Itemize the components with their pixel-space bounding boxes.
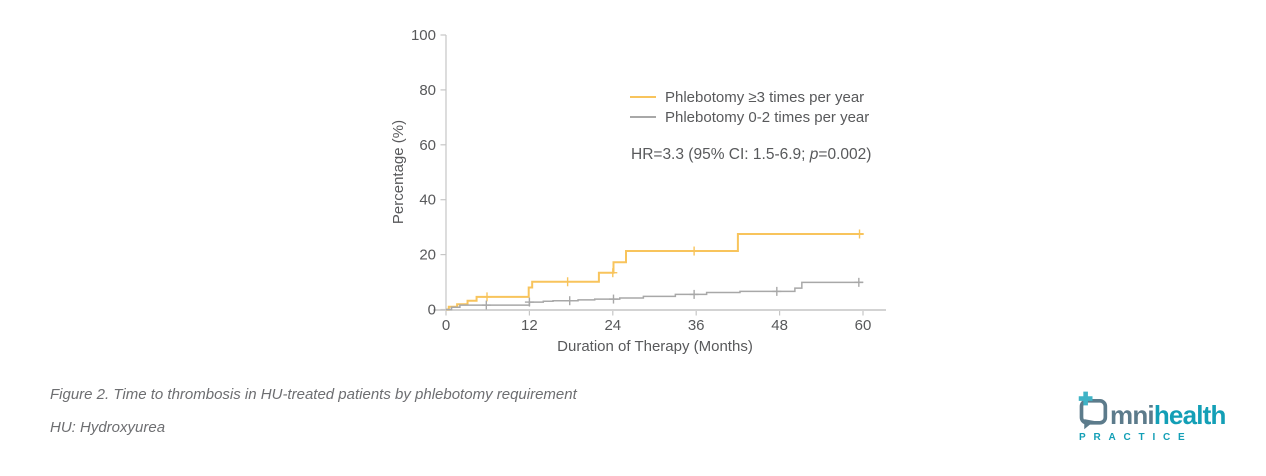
series-line-1 <box>446 281 863 311</box>
y-tick-label: 20 <box>419 247 436 264</box>
x-axis-title: Duration of Therapy (Months) <box>557 338 753 355</box>
omnihealth-logo: mni health PRACTICE <box>1076 390 1226 443</box>
logo-subtext: PRACTICE <box>1079 432 1193 443</box>
x-tick-label: 12 <box>521 317 538 334</box>
legend-line-swatch-gray <box>630 116 656 118</box>
y-tick-label: 80 <box>419 82 436 99</box>
x-tick-label: 0 <box>442 317 450 334</box>
logo-text-health: health <box>1153 400 1227 430</box>
y-tick-label: 0 <box>428 302 436 319</box>
legend-label: Phlebotomy 0-2 times per year <box>665 108 870 126</box>
abbreviation-note: HU: Hydroxyurea <box>50 419 166 436</box>
legend-line-swatch-yellow <box>630 96 656 98</box>
x-tick-label: 48 <box>771 317 788 334</box>
figure-caption: Figure 2. Time to thrombosis in HU-treat… <box>50 386 577 403</box>
y-tick-label: 100 <box>411 27 436 44</box>
speech-bubble-tail <box>1084 419 1095 430</box>
hr-annotation: HR=3.3 (95% CI: 1.5-6.9; p=0.002) <box>631 146 871 164</box>
hr-annotation-p: p <box>809 146 819 163</box>
logo-wordmark: mni health <box>1076 390 1226 430</box>
legend-label: Phlebotomy ≥3 times per year <box>665 88 865 106</box>
y-axis-title: Percentage (%) <box>390 120 407 224</box>
plus-icon <box>1078 391 1093 406</box>
x-tick-label: 24 <box>604 317 621 334</box>
series-line-0 <box>446 233 863 311</box>
x-tick-label: 36 <box>688 317 705 334</box>
hr-annotation-prefix: HR=3.3 (95% CI: 1.5-6.9; <box>631 146 810 163</box>
y-tick-label: 60 <box>419 137 436 154</box>
chart-legend: Phlebotomy ≥3 times per year Phlebotomy … <box>630 87 869 127</box>
y-tick-label: 40 <box>419 192 436 209</box>
speech-bubble-plus-icon <box>1078 391 1108 430</box>
legend-item-phlebotomy-0-2: Phlebotomy 0-2 times per year <box>630 107 869 127</box>
x-tick-label: 60 <box>855 317 872 334</box>
speech-bubble-shape <box>1079 399 1108 425</box>
legend-item-phlebotomy-ge3: Phlebotomy ≥3 times per year <box>630 87 869 107</box>
logo-text-mni: mni <box>1110 400 1155 430</box>
hr-annotation-suffix: =0.002) <box>818 146 872 163</box>
